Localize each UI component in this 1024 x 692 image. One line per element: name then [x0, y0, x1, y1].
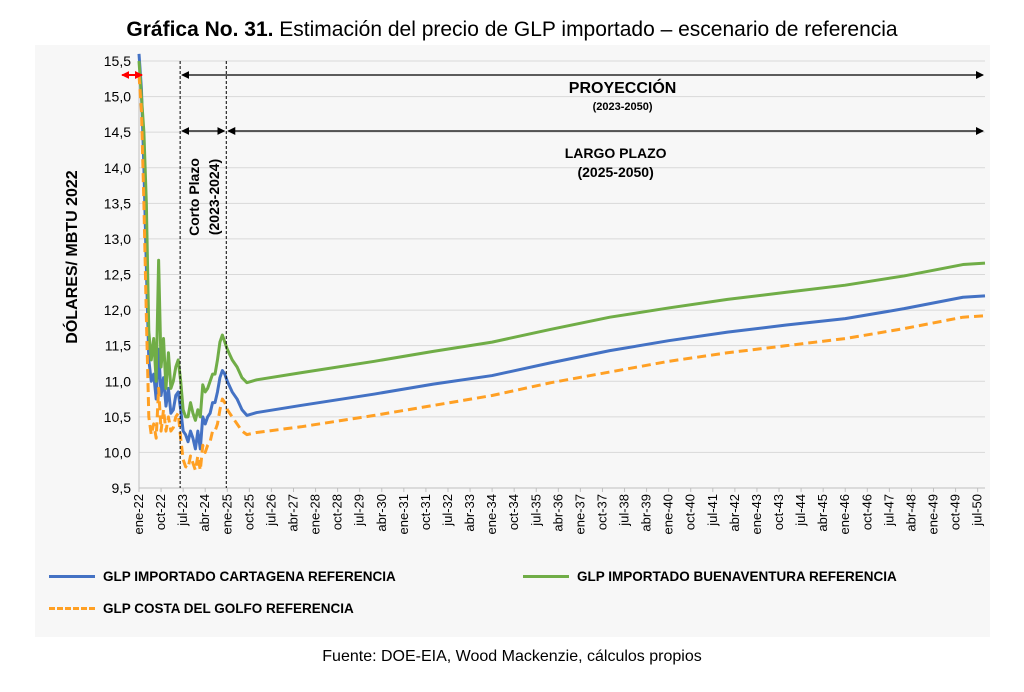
chart-title-number: Gráfica No. 31.: [126, 18, 274, 41]
y-axis-ticks: 9,5 10,0 10,5 11,0 11,5 12,0 12,5 13,0 13,5 14,0 1…: [104, 53, 131, 496]
x-tick-label: oct-22: [153, 494, 168, 530]
x-tick-label: oct-49: [948, 494, 963, 530]
x-tick-label: ene-28: [308, 494, 323, 534]
chart-panel: 9,5 10,0 10,5 11,0 11,5 12,0 12,5 13,0 13,5 14,0 1…: [35, 45, 990, 637]
x-tick-label: ene-40: [661, 494, 676, 534]
x-tick-label: abr-39: [639, 494, 654, 532]
x-tick-label: ene-22: [131, 494, 146, 534]
y-tick-label: 9,5: [112, 480, 132, 496]
corto-plazo-range-label: (2023-2024): [206, 159, 222, 235]
x-tick-label: ene-43: [749, 494, 764, 534]
x-tick-label: jul-23: [175, 494, 190, 527]
largo-plazo-label: LARGO PLAZO: [565, 145, 667, 161]
legend-swatch-buenaventura: [523, 575, 569, 578]
period-annotations: PROYECCIÓN (2023-2050) LARGO PLAZO (2025-20…: [121, 61, 984, 488]
x-tick-label: jul-32: [440, 494, 455, 527]
x-tick-label: abr-45: [815, 494, 830, 532]
y-tick-label: 12,0: [104, 302, 131, 318]
series-lines: [137, 53, 986, 472]
y-tick-label: 11,5: [105, 338, 131, 354]
x-tick-label: jul-26: [263, 494, 278, 527]
x-tick-label: jul-29: [352, 494, 367, 527]
x-tick-label: jul-38: [617, 494, 632, 527]
legend-label-cartagena: GLP IMPORTADO CARTAGENA REFERENCIA: [103, 569, 396, 584]
y-tick-label: 13,5: [104, 195, 131, 211]
y-tick-label: 14,0: [104, 160, 131, 176]
x-tick-label: abr-48: [903, 494, 918, 532]
corto-plazo-label: Corto Plazo: [186, 158, 202, 236]
legend-item-buenaventura: GLP IMPORTADO BUENAVENTURA REFERENCIA: [523, 569, 897, 584]
x-tick-label: oct-28: [330, 494, 345, 530]
proyeccion-range-label: (2023-2050): [593, 101, 653, 113]
x-tick-label: abr-24: [197, 494, 212, 532]
legend-item-costa-golfo: GLP COSTA DEL GOLFO REFERENCIA: [49, 601, 354, 616]
x-axis-ticks: ene-22 oct-22 jul-23 abr-24 ene-25 oct-25 jul-…: [131, 488, 985, 534]
x-tick-label: oct-37: [594, 494, 609, 530]
proyeccion-label: PROYECCIÓN: [569, 78, 677, 97]
y-tick-label: 10,5: [104, 409, 131, 425]
legend-swatch-cartagena: [49, 575, 95, 578]
largo-plazo-range-label: (2025-2050): [577, 164, 653, 180]
legend-label-costa-golfo: GLP COSTA DEL GOLFO REFERENCIA: [103, 601, 354, 616]
x-tick-label: oct-34: [506, 494, 521, 530]
x-tick-label: oct-46: [859, 494, 874, 530]
x-tick-label: ene-31: [396, 494, 411, 534]
x-tick-label: abr-33: [462, 494, 477, 532]
x-tick-label: jul-47: [881, 494, 896, 527]
x-tick-label: oct-25: [241, 494, 256, 530]
chart-title-text: Estimación del precio de GLP importado –…: [273, 18, 898, 41]
y-axis-label: DÓLARES/ MBTU 2022: [62, 170, 81, 343]
x-tick-label: abr-42: [727, 494, 742, 532]
x-tick-label: jul-50: [970, 494, 985, 527]
series-line-buenaventura: [137, 60, 986, 422]
legend-item-cartagena: GLP IMPORTADO CARTAGENA REFERENCIA: [49, 569, 396, 584]
x-tick-label: jul-35: [528, 494, 543, 527]
y-tick-label: 10,0: [104, 444, 131, 460]
y-tick-label: 11,0: [105, 373, 131, 389]
y-tick-label: 14,5: [104, 124, 131, 140]
x-tick-label: abr-27: [285, 494, 300, 532]
legend-swatch-costa-golfo: [49, 607, 95, 610]
x-tick-label: ene-49: [926, 494, 941, 534]
gridlines: [138, 60, 985, 489]
y-tick-label: 15,0: [104, 89, 131, 105]
x-tick-label: jul-44: [793, 494, 808, 527]
chart-title: Gráfica No. 31. Estimación del precio de…: [0, 18, 1024, 42]
line-chart: 9,5 10,0 10,5 11,0 11,5 12,0 12,5 13,0 13,5 14,0 1…: [62, 53, 986, 534]
legend-label-buenaventura: GLP IMPORTADO BUENAVENTURA REFERENCIA: [577, 569, 897, 584]
y-tick-label: 13,0: [104, 231, 131, 247]
x-tick-label: abr-30: [374, 494, 389, 532]
x-tick-label: ene-34: [484, 494, 499, 534]
x-tick-label: oct-31: [418, 494, 433, 530]
x-tick-label: abr-36: [550, 494, 565, 532]
x-tick-label: oct-43: [771, 494, 786, 530]
series-line-cartagena: [137, 53, 986, 451]
source-note: Fuente: DOE-EIA, Wood Mackenzie, cálculo…: [322, 648, 702, 665]
x-tick-label: jul-41: [705, 494, 720, 527]
series-line-costa-golfo: [137, 75, 986, 472]
x-tick-label: ene-25: [219, 494, 234, 534]
y-tick-label: 15,5: [104, 53, 131, 69]
x-tick-label: ene-37: [572, 494, 587, 534]
y-tick-label: 12,5: [104, 267, 131, 283]
x-tick-label: ene-46: [837, 494, 852, 534]
x-tick-label: oct-40: [683, 494, 698, 530]
